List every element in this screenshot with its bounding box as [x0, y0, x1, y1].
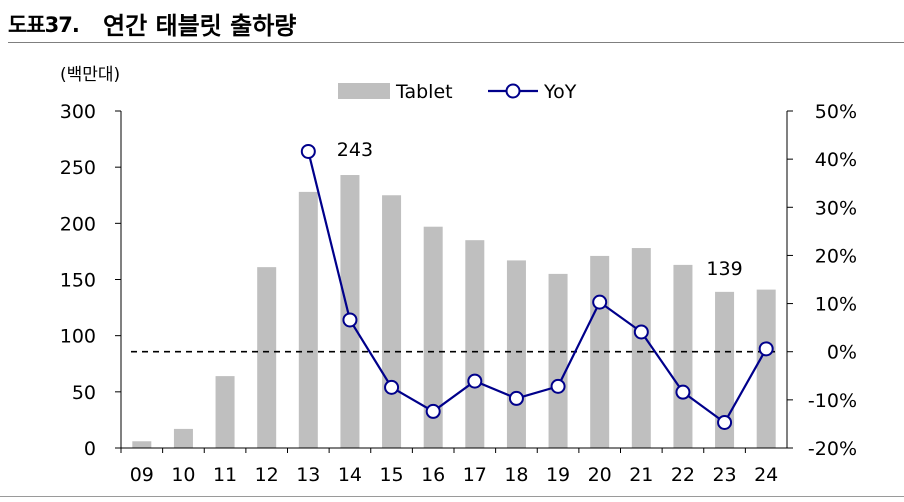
footer-divider — [0, 496, 904, 497]
bar-tablet-22 — [673, 264, 693, 448]
left-tick-label: 150 — [60, 270, 96, 292]
bar-tablet-17 — [465, 240, 485, 448]
bar-tablet-24 — [756, 289, 776, 448]
chart-axes: 0 50 100 150 200 250 300 -20% -10% 0% 10% 20% 30% 40%… — [60, 101, 857, 486]
bar-tablet-15 — [382, 195, 402, 448]
right-tick-label: 0% — [827, 342, 857, 364]
x-tick-label: 16 — [421, 464, 445, 486]
yoy-point-21 — [633, 324, 649, 340]
x-tick-label: 21 — [629, 464, 653, 486]
yoy-point-20 — [592, 294, 608, 310]
right-tick-label: 40% — [815, 149, 857, 171]
yoy-point-19 — [550, 378, 566, 394]
yoy-point-23 — [717, 414, 733, 430]
yoy-point-14 — [342, 312, 358, 328]
figure-title: 연간 태블릿 출하량 — [103, 12, 297, 40]
data-label-23: 139 — [706, 258, 742, 280]
yoy-point-18 — [508, 390, 524, 406]
bar-tablet-23 — [715, 291, 735, 448]
yoy-point-13 — [300, 143, 316, 159]
left-tick-label: 0 — [84, 438, 96, 460]
chart-legend: Tablet YoY — [338, 81, 577, 103]
yoy-point-15 — [384, 379, 400, 395]
bar-tablet-14 — [340, 175, 360, 448]
legend-label-yoy: YoY — [543, 81, 577, 103]
left-tick-label: 200 — [60, 213, 96, 235]
x-tick-label: 17 — [463, 464, 487, 486]
yoy-point-24 — [758, 341, 774, 357]
left-tick-label: 250 — [60, 157, 96, 179]
bar-tablet-21 — [631, 248, 651, 448]
bar-tablet-09 — [132, 441, 152, 448]
x-tick-label: 15 — [379, 464, 403, 486]
chart-labels: (백만대) 243 139 — [60, 65, 743, 280]
bar-tablet-10 — [173, 428, 193, 448]
x-tick-label: 11 — [213, 464, 237, 486]
x-tick-label: 13 — [296, 464, 320, 486]
left-axis-unit: (백만대) — [60, 65, 120, 85]
left-tick-label: 300 — [60, 101, 96, 123]
x-tick-label: 14 — [338, 464, 362, 486]
x-tick-label: 12 — [255, 464, 279, 486]
line-series-yoy — [300, 143, 774, 430]
right-tick-label: 10% — [815, 294, 857, 316]
figure-label: 도표37. — [8, 13, 80, 37]
right-tick-label: -20% — [808, 438, 857, 460]
right-tick-label: 20% — [815, 245, 857, 267]
yoy-point-22 — [675, 384, 691, 400]
bar-tablet-19 — [548, 273, 568, 448]
legend-swatch-yoy-marker — [505, 83, 521, 99]
left-tick-label: 100 — [60, 326, 96, 348]
bar-tablet-12 — [257, 267, 277, 448]
yoy-point-16 — [425, 403, 441, 419]
legend-label-tablet: Tablet — [395, 81, 453, 103]
bar-tablet-13 — [298, 191, 318, 448]
bar-tablet-18 — [506, 260, 526, 448]
x-tick-label: 24 — [754, 464, 778, 486]
x-tick-label: 09 — [130, 464, 154, 486]
x-tick-label: 18 — [504, 464, 528, 486]
legend-swatch-tablet — [338, 83, 390, 99]
bar-tablet-11 — [215, 376, 235, 448]
x-tick-label: 19 — [546, 464, 570, 486]
x-tick-label: 23 — [712, 464, 736, 486]
right-tick-label: 30% — [815, 197, 857, 219]
bar-tablet-16 — [423, 226, 443, 448]
left-tick-label: 50 — [72, 382, 96, 404]
figure-header: 도표37. 연간 태블릿 출하량 — [0, 0, 904, 44]
bar-series-tablet — [132, 175, 776, 448]
x-tick-label: 22 — [671, 464, 695, 486]
data-label-14: 243 — [337, 139, 373, 161]
yoy-line — [307, 151, 768, 425]
right-tick-label: 50% — [815, 101, 857, 123]
x-tick-label: 20 — [588, 464, 612, 486]
right-tick-label: -10% — [808, 390, 857, 412]
x-tick-label: 10 — [171, 464, 195, 486]
header-divider — [8, 42, 904, 43]
yoy-point-17 — [467, 373, 483, 389]
